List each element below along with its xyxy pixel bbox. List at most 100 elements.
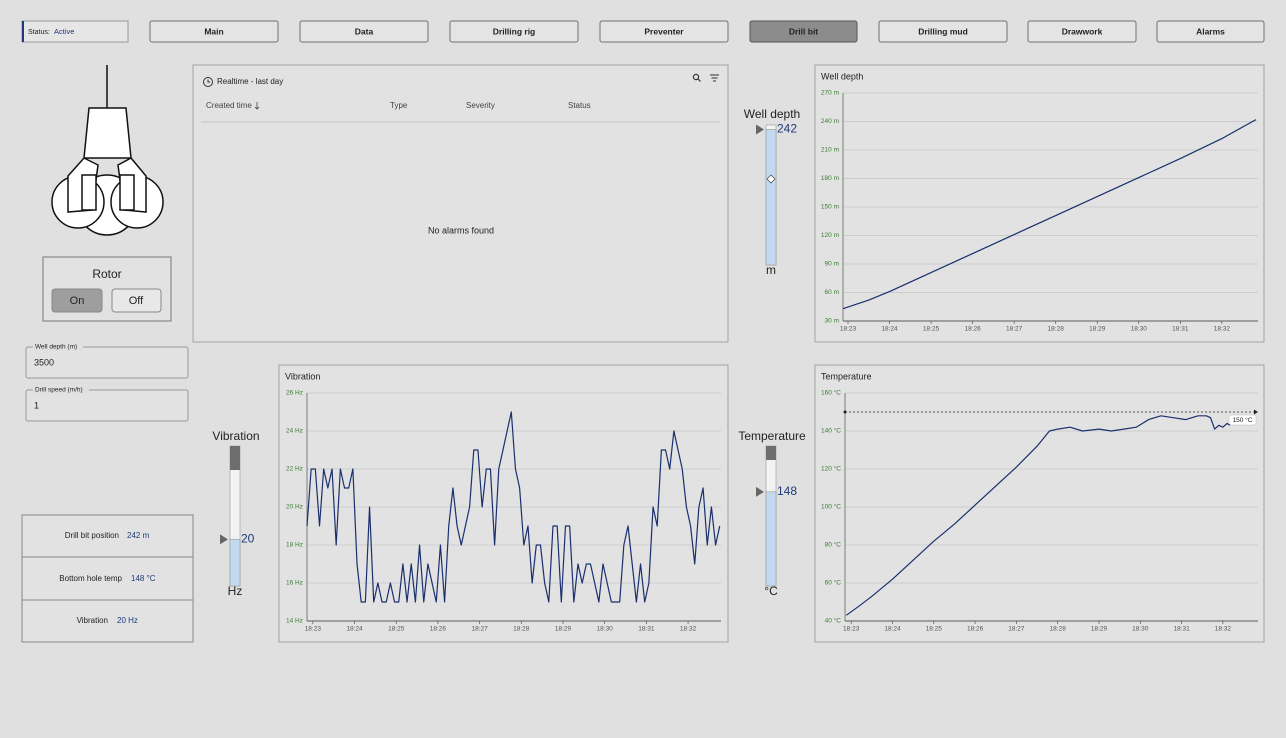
- status-value: Active: [54, 27, 74, 36]
- gauge-arrow: [756, 486, 764, 497]
- y-tick-label: 40 °C: [825, 617, 842, 625]
- x-tick-label: 18:26: [967, 626, 984, 633]
- info-row: [21, 599, 194, 643]
- gauge-unit: m: [766, 263, 776, 277]
- info-value: 242 m: [127, 531, 150, 540]
- nav-button[interactable]: [299, 20, 429, 43]
- y-tick-label: 120 °C: [821, 465, 841, 473]
- x-tick-label: 18:29: [1089, 326, 1106, 333]
- y-tick-label: 26 Hz: [286, 390, 303, 397]
- nav-button[interactable]: [1027, 20, 1137, 43]
- gauge-unit: Hz: [228, 584, 243, 598]
- gauge-arrow: [756, 124, 764, 135]
- column-header[interactable]: Created time: [206, 101, 252, 110]
- y-tick-label: 240 m: [821, 118, 839, 125]
- status-accent: [22, 21, 24, 42]
- y-tick-label: 160 °C: [821, 389, 841, 397]
- gauge-fill: [229, 539, 241, 587]
- y-tick-label: 150 m: [821, 204, 839, 211]
- y-tick-label: 20 Hz: [286, 504, 303, 511]
- x-tick-label: 18:32: [1214, 326, 1231, 333]
- nav-button[interactable]: [449, 20, 579, 43]
- gauge-value: 20: [241, 532, 255, 546]
- x-tick-label: 18:30: [1131, 326, 1148, 333]
- column-header[interactable]: Type: [390, 101, 408, 110]
- gauge-title: Vibration: [212, 429, 259, 443]
- input-box[interactable]: [25, 389, 189, 422]
- y-tick-label: 30 m: [825, 318, 839, 325]
- column-header[interactable]: Severity: [466, 101, 495, 110]
- x-tick-label: 18:25: [926, 626, 943, 633]
- x-tick-label: 18:31: [1172, 326, 1189, 333]
- y-tick-label: 14 Hz: [286, 618, 303, 625]
- x-tick-label: 18:24: [881, 326, 898, 333]
- x-tick-label: 18:26: [430, 626, 447, 633]
- gauge-title: Temperature: [738, 429, 806, 443]
- x-tick-label: 18:27: [471, 626, 488, 633]
- y-tick-label: 180 m: [821, 175, 839, 182]
- y-tick-label: 120 m: [821, 232, 839, 239]
- gauge-unit: °C: [764, 584, 778, 598]
- x-tick-label: 18:27: [1006, 326, 1023, 333]
- y-tick-label: 270 m: [821, 90, 839, 97]
- info-label: Vibration: [77, 616, 108, 625]
- x-tick-label: 18:23: [305, 626, 322, 633]
- info-row: [21, 556, 194, 601]
- nav-button[interactable]: [878, 20, 1008, 43]
- info-label: Drill bit position: [65, 531, 119, 540]
- nav-label: Preventer: [644, 26, 684, 36]
- clock-hands: [207, 79, 210, 83]
- chart-title: Vibration: [285, 371, 320, 381]
- nav-button[interactable]: [599, 20, 729, 43]
- empty-message: No alarms found: [428, 225, 494, 235]
- drill-bit-icon: [51, 65, 164, 236]
- nav-label: Drill bit: [789, 26, 818, 36]
- search-icon[interactable]: [692, 73, 700, 81]
- nav-button[interactable]: [1156, 20, 1265, 43]
- y-tick-label: 60 °C: [825, 579, 842, 587]
- x-tick-label: 18:23: [840, 326, 857, 333]
- threshold-arrow: [1254, 409, 1258, 415]
- x-tick-label: 18:30: [597, 626, 614, 633]
- threshold-start: [843, 410, 847, 414]
- gauge-value: 148: [777, 484, 797, 498]
- y-tick-label: 24 Hz: [286, 428, 303, 435]
- x-tick-label: 18:32: [680, 626, 697, 633]
- nav-label: Main: [204, 26, 223, 36]
- chart-panel: [814, 364, 1265, 643]
- gauge-alarm-zone: [230, 446, 240, 470]
- x-tick-label: 18:28: [1048, 326, 1065, 333]
- x-tick-label: 18:29: [555, 626, 572, 633]
- y-tick-label: 18 Hz: [286, 542, 303, 549]
- info-row: [21, 514, 194, 558]
- info-value: 148 °C: [131, 574, 156, 583]
- x-tick-label: 18:25: [388, 626, 405, 633]
- x-tick-label: 18:29: [1091, 626, 1108, 633]
- gauge-title: Well depth: [744, 107, 800, 121]
- nav-label: Drilling mud: [918, 26, 968, 36]
- nav-button[interactable]: [749, 20, 858, 43]
- input-label-bg: [33, 343, 83, 351]
- x-tick-label: 18:24: [884, 626, 901, 633]
- gauge-alarm-zone: [766, 446, 776, 460]
- gauge-fill: [765, 129, 777, 266]
- x-tick-label: 18:31: [1173, 626, 1190, 633]
- input-label-bg: [33, 386, 89, 394]
- y-tick-label: 90 m: [825, 261, 839, 268]
- x-tick-label: 18:30: [1132, 626, 1149, 633]
- x-tick-label: 18:28: [1050, 626, 1067, 633]
- x-tick-label: 18:27: [1008, 626, 1025, 633]
- off-button[interactable]: [111, 288, 162, 313]
- input-box[interactable]: [25, 346, 189, 379]
- alarm-panel: [192, 64, 729, 343]
- x-tick-label: 18:32: [1215, 626, 1232, 633]
- info-table: Drill bit position 242 m Bottom hole tem…: [21, 514, 194, 643]
- gauge-value: 242: [777, 122, 797, 136]
- info-label: Bottom hole temp: [59, 574, 122, 583]
- on-button[interactable]: [51, 288, 103, 313]
- filter-icon[interactable]: [710, 74, 719, 82]
- nav-button[interactable]: [149, 20, 279, 43]
- column-header[interactable]: Status: [568, 101, 591, 110]
- threshold-label: 150 °C: [1233, 416, 1253, 424]
